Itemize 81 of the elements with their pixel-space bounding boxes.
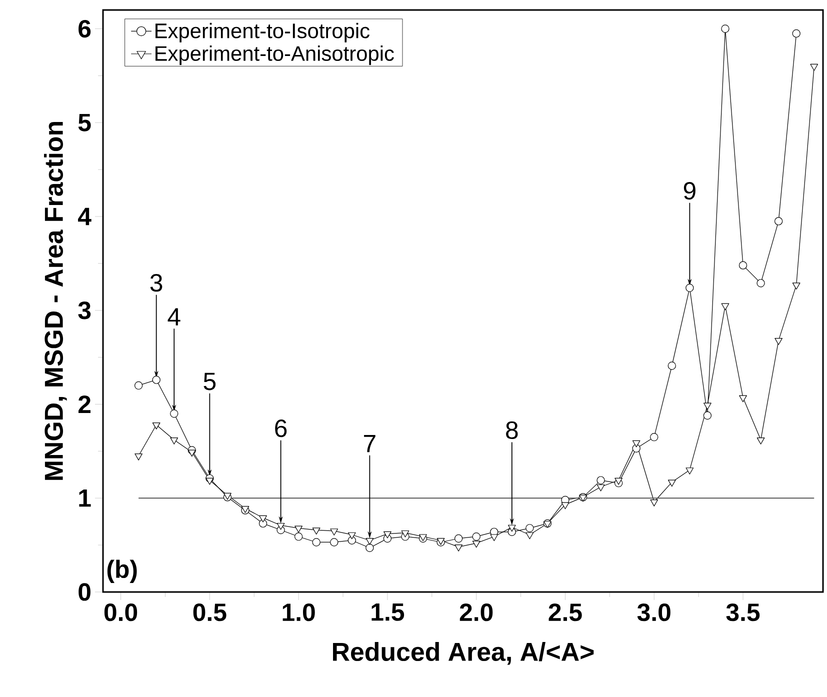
point <box>366 538 374 545</box>
point <box>294 526 302 533</box>
annotation: 4 <box>168 308 180 326</box>
y-axis-title: MNGD, MSGD - Area Fraction <box>44 122 67 480</box>
point <box>472 532 480 541</box>
y-tick-label: 3 <box>78 302 91 320</box>
point <box>686 284 694 292</box>
annotation: 9 <box>684 182 696 200</box>
point <box>134 453 142 460</box>
point <box>330 528 338 536</box>
annotation: 8 <box>506 421 518 440</box>
point <box>454 534 463 543</box>
y-tick-label: 6 <box>78 20 91 38</box>
point <box>756 279 765 288</box>
x-tick-label: 3.5 <box>726 604 760 622</box>
point <box>544 521 552 528</box>
point <box>454 544 462 552</box>
x-tick-label: 2.0 <box>460 604 493 622</box>
annotation: 5 <box>204 372 216 390</box>
y-tick-label: 5 <box>78 114 91 132</box>
y-tick-label: 0 <box>78 583 90 601</box>
legend-label: Experiment-to-Anisotropic <box>156 46 394 66</box>
point <box>614 478 622 485</box>
point <box>668 480 676 487</box>
x-tick-label: 1.0 <box>282 604 315 622</box>
x-tick-label: 2.5 <box>548 604 582 622</box>
point <box>686 468 694 474</box>
point <box>650 433 658 442</box>
point <box>526 524 534 532</box>
point <box>774 217 783 226</box>
point <box>401 530 410 538</box>
point <box>774 338 782 345</box>
point <box>170 410 178 418</box>
point <box>739 395 747 402</box>
point <box>596 484 605 492</box>
point <box>170 438 178 444</box>
point <box>312 538 320 546</box>
point <box>756 438 765 444</box>
point <box>348 532 356 540</box>
point <box>206 478 214 485</box>
point <box>703 411 712 420</box>
annotation: (b) <box>107 560 137 583</box>
point <box>721 303 730 310</box>
point <box>596 476 605 484</box>
annotation: 3 <box>150 274 162 292</box>
x-tick-label: 3.0 <box>637 604 670 622</box>
point <box>810 64 818 71</box>
point <box>490 534 498 542</box>
x-tick-label: 0.0 <box>104 604 138 622</box>
point <box>792 29 800 38</box>
y-tick-label: 1 <box>79 490 91 507</box>
point <box>312 528 320 535</box>
point <box>738 261 748 270</box>
point <box>188 450 196 457</box>
x-axis-title: Reduced Area, A/<A> <box>333 642 594 665</box>
legend-label: Experiment-to-Isotropic <box>156 22 370 42</box>
annotation: 6 <box>275 420 287 438</box>
annotation: 7 <box>364 435 376 452</box>
point <box>330 538 338 546</box>
point <box>792 282 800 290</box>
point <box>650 499 658 506</box>
point <box>366 544 374 552</box>
point <box>276 522 285 530</box>
point <box>294 532 303 541</box>
point <box>668 362 676 370</box>
point <box>384 531 392 538</box>
point <box>632 440 640 448</box>
point <box>134 381 143 390</box>
point <box>526 532 534 540</box>
point <box>259 515 267 522</box>
point <box>472 540 480 548</box>
point <box>152 422 160 430</box>
point <box>508 524 516 532</box>
y-tick-label: 4 <box>78 208 92 226</box>
point <box>152 376 160 384</box>
y-tick-label: 2 <box>78 396 90 413</box>
x-tick-label: 1.5 <box>372 604 404 621</box>
x-tick-label: 0.5 <box>193 604 226 622</box>
point <box>561 502 570 510</box>
point <box>704 402 712 410</box>
point <box>721 24 730 33</box>
